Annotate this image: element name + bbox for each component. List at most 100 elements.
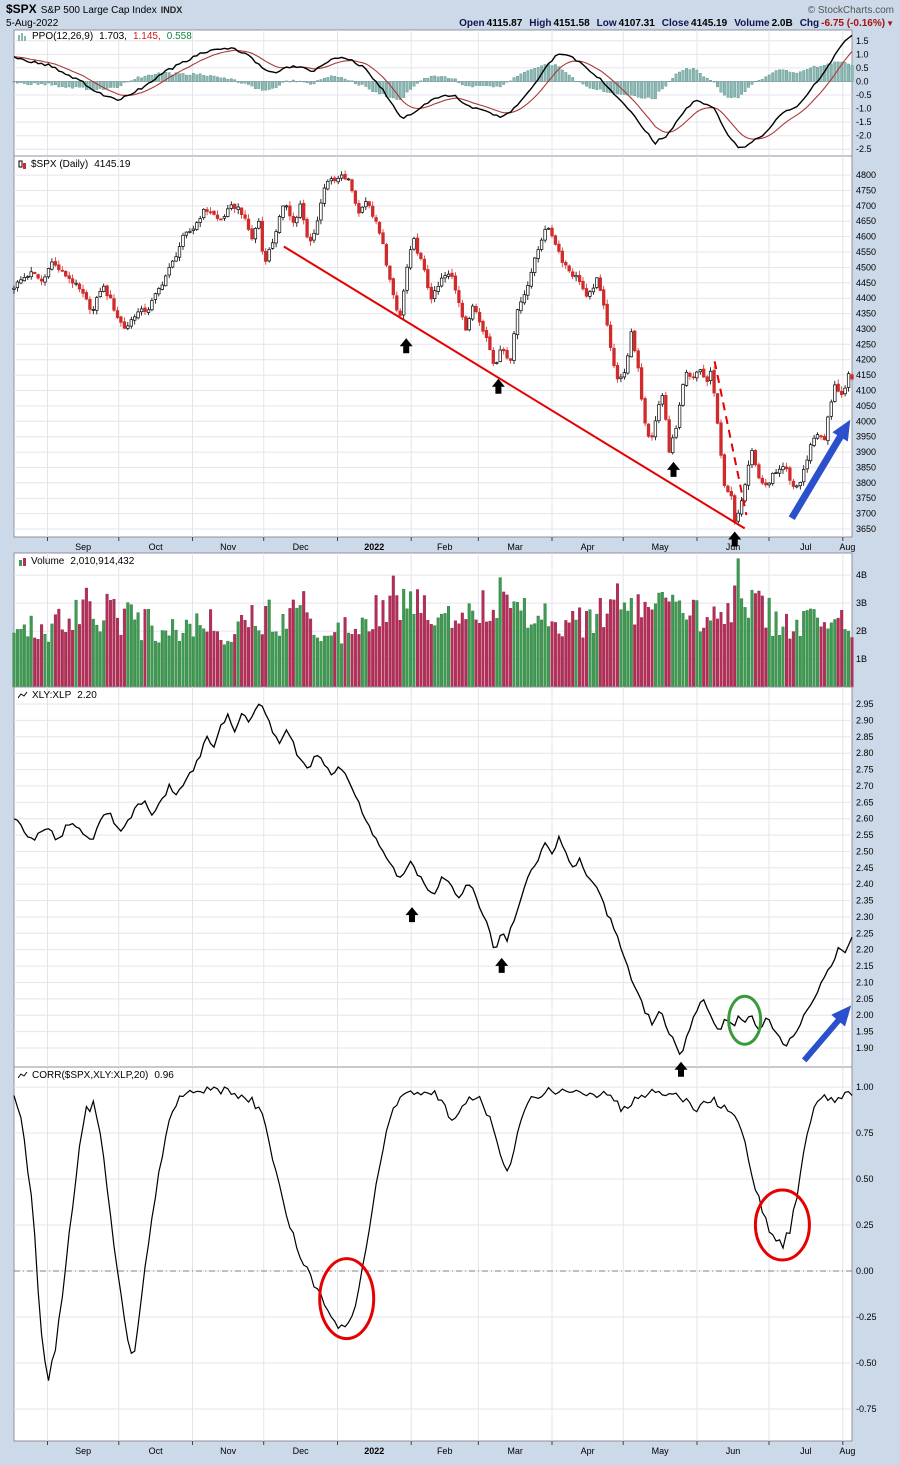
green-ellipse-annotation <box>727 994 763 1046</box>
price-legend-icon <box>18 160 27 170</box>
index-name: S&P 500 Large Cap Index <box>40 5 157 16</box>
x-axis-month-label: Jun <box>726 1446 741 1456</box>
corr-panel-y-tick-label: 0.25 <box>856 1220 874 1230</box>
ratio-panel-y-tick-label: 2.20 <box>856 945 874 955</box>
corr-panel-background <box>13 1066 853 1442</box>
black-up-arrow <box>728 531 742 547</box>
x-axis-month-label: Aug <box>839 542 855 552</box>
corr-panel-y-tick-label: -0.75 <box>856 1404 877 1414</box>
ratio-panel-y-tick-label: 2.05 <box>856 994 874 1004</box>
ppo-panel-y-tick-label: 0.5 <box>856 63 869 73</box>
black-up-arrow <box>491 378 505 394</box>
annotations <box>405 907 852 1077</box>
volume-bars <box>12 558 854 688</box>
close-quote: Close 4145.19 <box>661 18 728 29</box>
ratio-panel-y-tick-label: 2.45 <box>856 863 874 873</box>
x-axis: Sep Oct Nov Dec 2022 Feb Mar Apr May Jun Jul AugSep… <box>47 537 855 1456</box>
price-panel-y-axis-labels: 4800 4750 4700 4650 4600 4550 4500 4450 4400 4350… <box>856 170 876 534</box>
x-axis-month-label: Sep <box>75 1446 91 1456</box>
ratio-panel-y-tick-label: 2.00 <box>856 1010 874 1020</box>
price-panel-y-tick-label: 3950 <box>856 432 876 442</box>
price-panel-y-tick-label: 4600 <box>856 232 876 242</box>
price-panel-y-tick-label: 3750 <box>856 493 876 503</box>
corr-panel: 1.00 0.75 0.50 0.25 0.00 -0.25 -0.50 -0.75 <box>13 1066 877 1442</box>
corr-line <box>13 1086 853 1381</box>
price-panel: 4800 4750 4700 4650 4600 4550 4500 4450 4400 4350… <box>12 155 876 547</box>
x-axis-month-label: Mar <box>507 542 523 552</box>
volume-panel-y-tick-label: 1B <box>856 654 867 664</box>
red-ellipse-annotation <box>753 1188 811 1262</box>
volume-quote: Volume 2.0B <box>734 18 793 29</box>
blue-trend-arrow-head <box>831 1005 852 1027</box>
ratio-panel-y-tick-label: 2.30 <box>856 912 874 922</box>
low-quote: Low 4107.31 <box>596 18 655 29</box>
x-axis-month-label: Apr <box>581 1446 595 1456</box>
x-axis-month-label: Dec <box>293 1446 310 1456</box>
x-axis-month-label: Mar <box>507 1446 523 1456</box>
volume-panel-gridlines <box>14 553 852 687</box>
blue-trend-arrow <box>788 430 847 520</box>
corr-panel-gridlines <box>14 1067 852 1441</box>
change-quote: Chg -6.75 (-0.16%)▼ <box>799 18 894 29</box>
candlesticks <box>12 170 854 526</box>
ratio-panel-label: XLY:XLP 2.20 <box>18 690 97 701</box>
x-axis-row-2: Sep Oct Nov Dec 2022 Feb Mar Apr May Jun Jul Aug <box>47 1441 855 1456</box>
ratio-panel-y-tick-label: 2.10 <box>856 978 874 988</box>
price-panel-y-tick-label: 3900 <box>856 447 876 457</box>
x-axis-month-label: Oct <box>149 542 164 552</box>
price-panel-label: $SPX (Daily) 4145.19 <box>18 159 130 170</box>
x-axis-month-label: Jul <box>800 542 812 552</box>
ratio-legend-icon <box>18 691 28 700</box>
symbol: $SPX <box>6 2 37 16</box>
price-panel-y-tick-label: 3650 <box>856 524 876 534</box>
price-panel-y-tick-label: 4150 <box>856 370 876 380</box>
price-panel-gridlines <box>14 156 852 537</box>
x-axis-month-label: Feb <box>437 542 453 552</box>
ratio-panel-y-tick-label: 2.85 <box>856 732 874 742</box>
ppo-panel-y-tick-label: 1.5 <box>856 36 869 46</box>
downtrend-line <box>283 245 746 530</box>
ratio-panel-y-tick-label: 2.55 <box>856 830 874 840</box>
corr-panel-y-tick-label: 0.75 <box>856 1128 874 1138</box>
price-panel-y-tick-label: 3850 <box>856 462 876 472</box>
black-up-arrow <box>399 338 413 354</box>
high-quote: High 4151.58 <box>529 18 590 29</box>
x-axis-month-label: Apr <box>581 542 595 552</box>
chart-date: 5-Aug-2022 <box>6 18 59 29</box>
volume-panel-y-tick-label: 3B <box>856 598 867 608</box>
x-axis-row-1: Sep Oct Nov Dec 2022 Feb Mar Apr May Jun Jul Aug <box>47 537 855 552</box>
price-panel-y-tick-label: 4200 <box>856 355 876 365</box>
ratio-panel-y-tick-label: 2.60 <box>856 814 874 824</box>
ratio-panel-y-tick-label: 1.95 <box>856 1027 874 1037</box>
ratio-panel-y-tick-label: 2.35 <box>856 896 874 906</box>
black-up-arrow <box>495 957 509 973</box>
corr-panel-label: CORR($SPX,XLY:XLP,20) 0.96 <box>18 1070 174 1081</box>
dashed-breakdown-line <box>713 361 748 516</box>
red-ellipse-annotation <box>318 1257 376 1341</box>
ratio-panel-y-tick-label: 2.15 <box>856 961 874 971</box>
x-axis-month-label: 2022 <box>364 1446 384 1456</box>
price-panel-y-tick-label: 4800 <box>856 170 876 180</box>
annotations <box>318 1188 811 1341</box>
volume-panel-y-axis-labels: 4B 3B 2B 1B <box>856 570 867 664</box>
x-axis-month-label: Nov <box>220 1446 237 1456</box>
chart-header: $SPX S&P 500 Large Cap Index INDX © StockC… <box>0 0 900 30</box>
price-panel-y-tick-label: 4250 <box>856 339 876 349</box>
x-axis-month-label: Feb <box>437 1446 453 1456</box>
ratio-panel-y-tick-label: 2.25 <box>856 928 874 938</box>
corr-panel-y-tick-label: 0.00 <box>856 1266 874 1276</box>
ratio-panel-y-tick-label: 2.65 <box>856 797 874 807</box>
price-panel-y-tick-label: 3700 <box>856 509 876 519</box>
black-up-arrow <box>667 461 680 477</box>
instrument-title: $SPX S&P 500 Large Cap Index INDX <box>6 2 182 17</box>
price-panel-y-tick-label: 4750 <box>856 186 876 196</box>
ratio-panel-y-tick-label: 2.80 <box>856 748 874 758</box>
annotations <box>283 245 851 547</box>
ratio-panel-y-tick-label: 2.50 <box>856 846 874 856</box>
price-panel-background <box>13 155 853 538</box>
ppo-panel-label: PPO(12,26,9) 1.703, 1.145, 0.558 <box>18 31 192 42</box>
header-row-1: $SPX S&P 500 Large Cap Index INDX © StockC… <box>6 2 894 17</box>
ppo-panel-y-tick-label: -2.0 <box>856 131 872 141</box>
